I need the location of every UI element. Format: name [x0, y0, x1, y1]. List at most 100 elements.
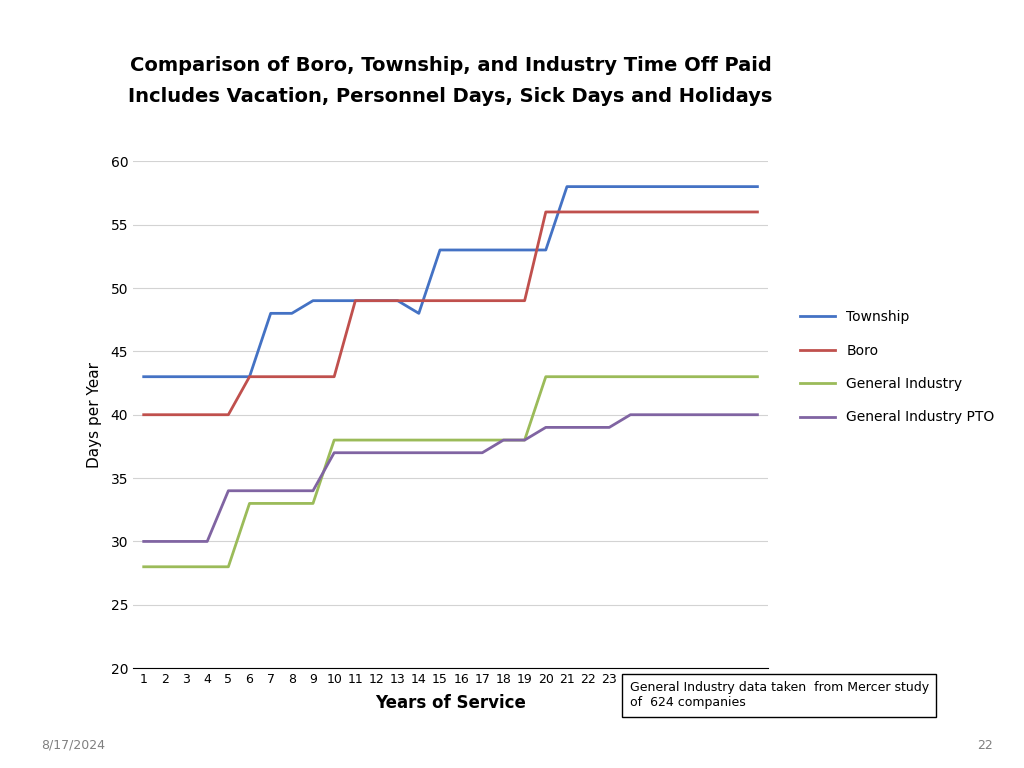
Township [561, 182, 573, 191]
Township [709, 182, 721, 191]
Boro [498, 296, 510, 306]
Boro [603, 207, 615, 217]
Township [752, 182, 764, 191]
Boro [561, 207, 573, 217]
Boro [349, 296, 361, 306]
General Industry PTO [709, 410, 721, 419]
General Industry [518, 435, 530, 445]
General Industry PTO [413, 449, 425, 458]
Boro [518, 296, 530, 306]
General Industry [540, 372, 552, 381]
General Industry PTO [201, 537, 213, 546]
Township [476, 246, 488, 255]
Boro [476, 296, 488, 306]
General Industry [244, 499, 256, 508]
Boro [244, 372, 256, 381]
General Industry PTO [244, 486, 256, 495]
General Industry PTO [667, 410, 679, 419]
Boro [688, 207, 700, 217]
Boro [264, 372, 276, 381]
Township [349, 296, 361, 306]
Township [730, 182, 742, 191]
Township [518, 246, 530, 255]
Township [180, 372, 193, 381]
Township [413, 309, 425, 318]
Boro [709, 207, 721, 217]
General Industry [455, 435, 467, 445]
General Industry PTO [264, 486, 276, 495]
Boro [180, 410, 193, 419]
Boro [307, 372, 319, 381]
General Industry PTO [222, 486, 234, 495]
Line: General Industry PTO: General Industry PTO [143, 415, 758, 541]
Township [222, 372, 234, 381]
Boro [455, 296, 467, 306]
General Industry [137, 562, 150, 571]
General Industry PTO [286, 486, 298, 495]
General Industry [709, 372, 721, 381]
General Industry [413, 435, 425, 445]
General Industry [222, 562, 234, 571]
General Industry PTO [603, 422, 615, 432]
Line: Boro: Boro [143, 212, 758, 415]
Boro [137, 410, 150, 419]
Boro [391, 296, 403, 306]
General Industry [645, 372, 657, 381]
Township [201, 372, 213, 381]
Boro [667, 207, 679, 217]
General Industry PTO [434, 449, 446, 458]
General Industry PTO [180, 537, 193, 546]
General Industry [434, 435, 446, 445]
Y-axis label: Days per Year: Days per Year [87, 362, 102, 468]
Text: 22: 22 [978, 739, 993, 752]
Boro [159, 410, 171, 419]
General Industry [498, 435, 510, 445]
General Industry PTO [561, 422, 573, 432]
General Industry PTO [518, 435, 530, 445]
Boro [730, 207, 742, 217]
General Industry PTO [730, 410, 742, 419]
Boro [286, 372, 298, 381]
Text: Comparison of Boro, Township, and Industry Time Off Paid: Comparison of Boro, Township, and Indust… [130, 56, 771, 74]
Township [328, 296, 340, 306]
General Industry PTO [752, 410, 764, 419]
Township [667, 182, 679, 191]
Township [159, 372, 171, 381]
Township [498, 246, 510, 255]
Township [582, 182, 594, 191]
General Industry [688, 372, 700, 381]
General Industry PTO [349, 449, 361, 458]
General Industry [476, 435, 488, 445]
Township [540, 246, 552, 255]
General Industry PTO [159, 537, 171, 546]
Boro [328, 372, 340, 381]
General Industry [286, 499, 298, 508]
General Industry [264, 499, 276, 508]
General Industry PTO [328, 449, 340, 458]
General Industry [159, 562, 171, 571]
General Industry [307, 499, 319, 508]
General Industry [201, 562, 213, 571]
General Industry PTO [625, 410, 637, 419]
General Industry PTO [371, 449, 383, 458]
General Industry [371, 435, 383, 445]
Line: General Industry: General Industry [143, 376, 758, 567]
General Industry PTO [476, 449, 488, 458]
Text: Includes Vacation, Personnel Days, Sick Days and Holidays: Includes Vacation, Personnel Days, Sick … [128, 87, 773, 105]
Boro [222, 410, 234, 419]
General Industry [625, 372, 637, 381]
General Industry [603, 372, 615, 381]
General Industry [730, 372, 742, 381]
Boro [752, 207, 764, 217]
General Industry PTO [391, 449, 403, 458]
Legend: Township, Boro, General Industry, General Industry PTO: Township, Boro, General Industry, Genera… [801, 310, 994, 425]
General Industry PTO [582, 422, 594, 432]
Township [244, 372, 256, 381]
General Industry [667, 372, 679, 381]
General Industry PTO [645, 410, 657, 419]
General Industry [752, 372, 764, 381]
Boro [371, 296, 383, 306]
Township [391, 296, 403, 306]
General Industry PTO [540, 422, 552, 432]
General Industry PTO [137, 537, 150, 546]
